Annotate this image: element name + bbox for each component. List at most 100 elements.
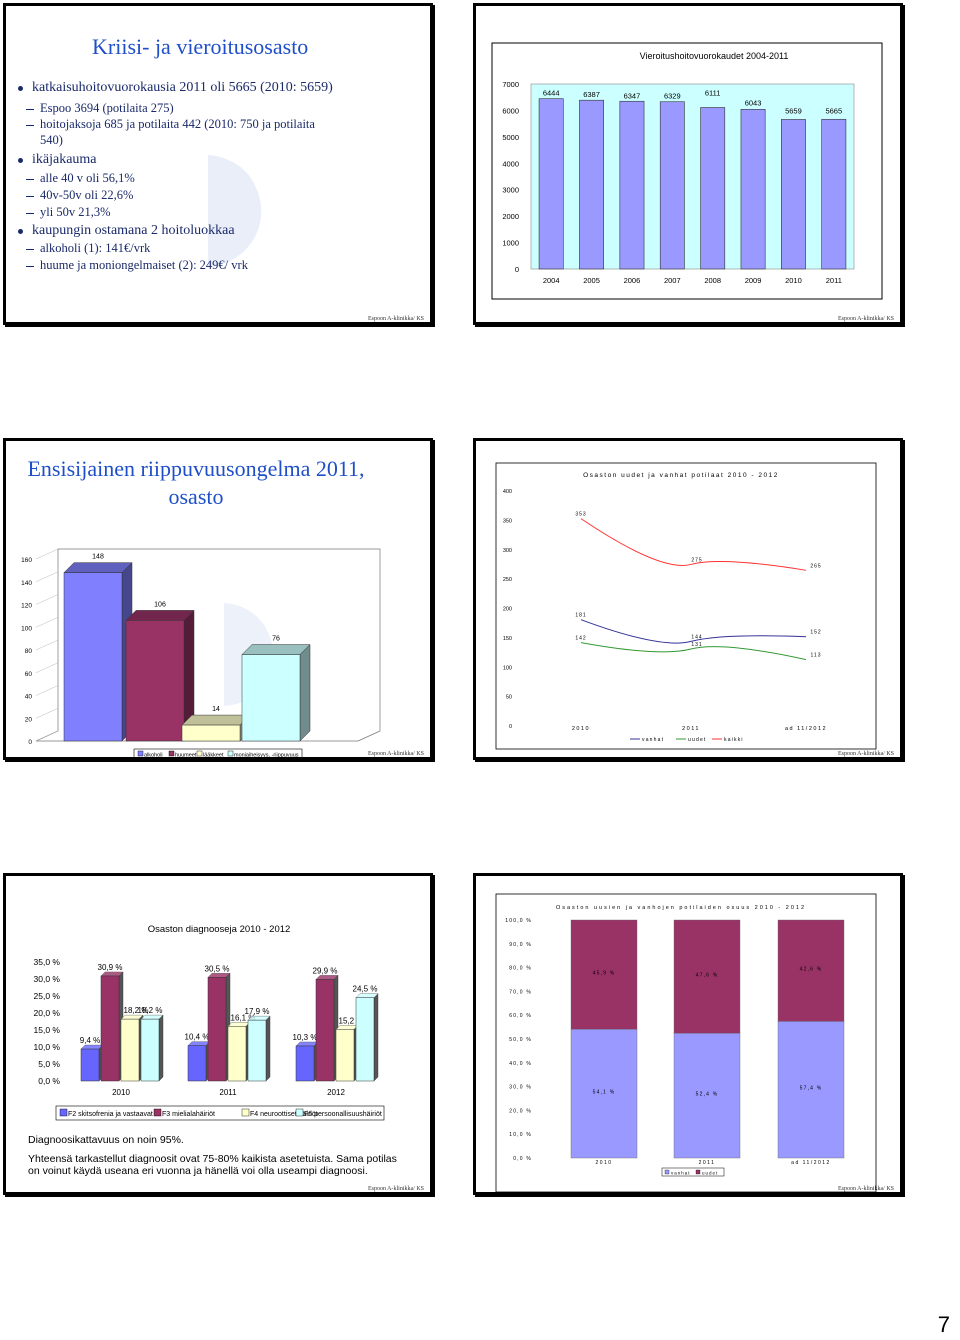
bar <box>140 1018 160 1082</box>
legend-swatch <box>153 1108 162 1117</box>
x-tick-label: 2010 <box>785 276 802 285</box>
bullet-text: hoitojaksoja 685 ja potilaita 442 (2010:… <box>40 117 315 131</box>
sub-bullet-item: 40v-50v oli 22,6% <box>26 188 133 203</box>
chart-title: Vieroitushoitovuorokaudet 2004-2011 <box>640 51 789 61</box>
bullet-item: ikäjakauma <box>18 152 97 168</box>
x-tick-label: 2012 <box>327 1088 345 1097</box>
legend-label: huumeet <box>175 753 197 758</box>
bar <box>619 100 645 270</box>
y-tick-label: 20 <box>25 716 33 723</box>
data-label: 181 <box>575 613 586 619</box>
bullet-text: Espoo 3694 (potilaita 275) <box>40 101 174 115</box>
y-tick-label: 5000 <box>502 133 519 142</box>
data-label: 17,9 % <box>245 1007 270 1016</box>
legend-box <box>661 1167 725 1177</box>
legend-label: alkoholi <box>144 753 163 758</box>
bar-top <box>100 971 124 977</box>
y-tick-label: 50,0 % <box>509 1037 532 1043</box>
bar-top <box>315 975 339 980</box>
x-tick-label: 2011 <box>826 276 842 285</box>
x-tick-label: 2011 <box>219 1088 237 1097</box>
legend-swatch <box>168 750 175 757</box>
bar <box>821 118 847 270</box>
dash-icon <box>26 109 34 110</box>
y-tick-label: 0 <box>515 265 519 274</box>
chart-title: Osaston uusien ja vanhojen potilaiden os… <box>556 905 806 911</box>
chart-title: Osaston diagnooseja 2010 - 2012 <box>148 924 291 935</box>
slide-title: Ensisijainen riippuvuusongelma 2011, osa… <box>6 455 386 511</box>
bar <box>100 975 120 1082</box>
slide-footer: Espoon A-klinikka/ KS <box>367 1186 424 1192</box>
y-tick-label: 20,0 % <box>509 1108 532 1114</box>
sub-bullet-item: yli 50v 21,3% <box>26 205 110 220</box>
value-label: 5659 <box>785 106 802 115</box>
x-tick-label: 2011 <box>699 1160 716 1166</box>
data-label: 142 <box>575 636 586 642</box>
bar <box>579 99 604 270</box>
bar-top <box>207 973 231 978</box>
legend-label: moniaiheisyys, -riippuvuus <box>234 753 299 758</box>
x-tick-label: 2005 <box>583 276 600 285</box>
data-label: 24,5 % <box>353 985 378 994</box>
bar <box>63 572 123 742</box>
bullet-dot-icon <box>18 86 23 91</box>
bar <box>80 1048 100 1082</box>
x-tick-label: 2004 <box>543 276 560 285</box>
bar-top <box>241 644 311 655</box>
bar-side <box>158 1014 164 1082</box>
value-label: 6347 <box>624 91 641 100</box>
data-label: 10,4 % <box>185 1033 210 1042</box>
bullet-dot-icon <box>18 229 23 234</box>
caption-line: Yhteensä tarkastellut diagnoosit ovat 75… <box>28 1153 397 1165</box>
sub-bullet-item: 540) <box>40 133 63 148</box>
grid-line <box>35 662 59 673</box>
legend-swatch <box>695 1169 701 1175</box>
y-tick-label: 15,0 % <box>34 1025 61 1035</box>
data-label: 29,9 % <box>313 966 338 975</box>
legend-label: vanhat <box>671 1171 691 1176</box>
data-label: 54,1 % <box>593 1090 616 1096</box>
data-label: 45,9 % <box>593 971 616 977</box>
legend-swatch <box>196 750 203 757</box>
data-label: 9,4 % <box>80 1036 100 1045</box>
bar <box>247 1019 267 1082</box>
y-tick-label: 160 <box>21 557 32 564</box>
x-tick-label: ad 11/2012 <box>785 726 827 732</box>
x-tick-label: ad 11/2012 <box>791 1160 831 1166</box>
data-label: 18,2 % <box>124 1006 149 1015</box>
grid-line <box>35 639 59 651</box>
bar <box>315 979 335 1082</box>
y-tick-label: 0 <box>28 739 32 746</box>
bullet-text: alle 40 v oli 56,1% <box>40 171 135 185</box>
bullet-item: kaupungin ostamana 2 hoitoluokkaa <box>18 223 235 239</box>
page-number: 7 <box>937 1312 950 1337</box>
grid-line <box>35 571 59 582</box>
y-tick-label: 0 <box>509 724 512 730</box>
caption-line: on voinut käydä useana eri vuonna ja hän… <box>28 1165 368 1177</box>
data-label: 57,4 % <box>800 1086 823 1092</box>
dash-icon <box>26 266 34 267</box>
title-line-1: Ensisijainen riippuvuusongelma 2011, <box>27 456 365 481</box>
legend-label: F6 persoonallisuushäiriöt <box>304 1111 382 1118</box>
bar <box>335 1029 355 1082</box>
y-tick-label: 10,0 % <box>34 1042 61 1052</box>
data-label: 15,2 % <box>339 1016 364 1025</box>
dash-icon <box>26 213 34 214</box>
y-tick-label: 25,0 % <box>34 991 61 1001</box>
y-tick-label: 60,0 % <box>509 1013 532 1019</box>
grid-line <box>35 730 59 742</box>
series-line <box>580 642 807 661</box>
x-tick-label: 2006 <box>624 276 641 285</box>
y-tick-label: 35,0 % <box>34 957 61 967</box>
bar <box>120 1018 140 1082</box>
dash-icon <box>26 125 34 126</box>
watermark-graphic: ◗ <box>156 50 314 325</box>
legend-swatch <box>227 750 234 757</box>
series-line <box>580 518 807 571</box>
sub-bullet-item: hoitojaksoja 685 ja potilaita 442 (2010:… <box>26 117 315 132</box>
bar-top <box>120 1014 144 1020</box>
slide-footer: Espoon A-klinikka/ KS <box>837 316 894 322</box>
legend-swatch <box>59 1108 68 1117</box>
legend-label: uudet <box>688 737 707 743</box>
x-tick-label: 2009 <box>745 276 762 285</box>
